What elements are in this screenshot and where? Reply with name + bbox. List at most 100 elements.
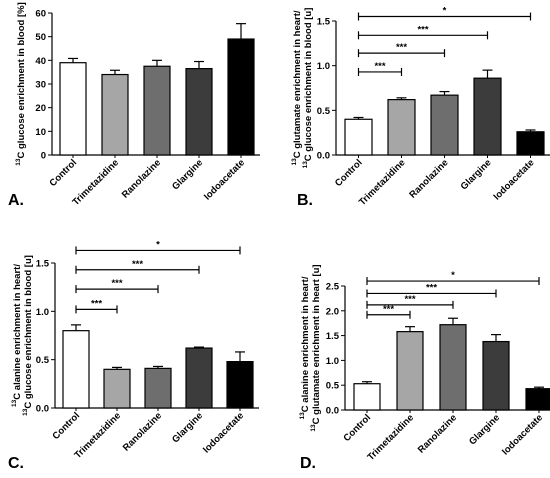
- y-axis-title-superscript: 13: [15, 158, 22, 166]
- significance-label: ***: [132, 259, 143, 270]
- y-axis-title-superscript: 13: [310, 424, 317, 432]
- y-axis-title: 13C glucose enrichment in blood [%]: [15, 2, 27, 165]
- y-tick-label: 0.0: [317, 151, 330, 162]
- y-axis-title-superscript: 13: [22, 408, 29, 416]
- panel-label: D.: [300, 455, 316, 472]
- significance-label: ***: [111, 278, 122, 289]
- y-tick-label: 0.5: [326, 381, 340, 392]
- significance-label: *: [443, 6, 447, 17]
- panel-label: B.: [297, 192, 313, 209]
- chart-panel-3: 0.00.51.01.5ControlTrimetazidineRanolazi…: [8, 239, 259, 472]
- bar-iodoacetate: [516, 131, 545, 156]
- y-tick-label: 0.0: [326, 406, 339, 417]
- y-tick-label: 30: [35, 80, 46, 91]
- bar-iodoacetate: [227, 38, 255, 156]
- bar-glargine: [473, 77, 502, 156]
- y-axis-title-text: C glucose enrichment in blood [u]: [23, 255, 34, 409]
- y-tick-label: 0.5: [36, 355, 50, 366]
- y-tick-label: 1.5: [317, 17, 331, 28]
- x-tick-label: Trimetazidine: [365, 412, 416, 463]
- chart-panel-1: 0102030405060ControlTrimetazidineRanolaz…: [8, 2, 260, 209]
- y-tick-label: 1.0: [326, 356, 339, 367]
- bar-control: [344, 118, 373, 156]
- y-axis-title-text: C glutamate enrichment in heart/: [292, 10, 303, 158]
- y-axis-title: 13C alanine enrichment in heart/: [11, 264, 23, 407]
- bar-iodoacetate: [226, 361, 254, 409]
- bar-control: [59, 62, 87, 156]
- y-tick-label: 1.5: [326, 331, 340, 342]
- bar-ranolazine: [439, 324, 467, 411]
- bar-trimetazidine: [387, 99, 416, 156]
- significance-label: ***: [417, 24, 428, 35]
- significance-label: *: [451, 270, 455, 281]
- x-tick-label: Control: [50, 410, 82, 442]
- y-tick-label: 1.0: [36, 307, 49, 318]
- x-tick-label: Ranolazine: [416, 412, 459, 455]
- x-tick-label: Iodoacetate: [492, 157, 537, 202]
- significance-label: ***: [404, 294, 415, 305]
- bar-control: [62, 330, 90, 409]
- x-tick-label: Glargine: [459, 157, 494, 192]
- significance-label: ***: [396, 42, 407, 53]
- y-axis-title-superscript: 13: [291, 158, 298, 166]
- y-axis-title-text: C alanine enrichment in heart/: [300, 276, 311, 412]
- x-tick-label: Glargine: [170, 157, 205, 192]
- x-tick-label: Trimetazidine: [357, 157, 408, 208]
- bar-ranolazine: [143, 65, 171, 156]
- x-tick-label: Iodoacetate: [500, 412, 545, 457]
- y-tick-label: 20: [35, 103, 46, 114]
- bar-control: [353, 383, 381, 411]
- y-axis-title-text: C glucose enrichment in blood [u]: [303, 8, 314, 162]
- panel-label: A.: [8, 192, 24, 209]
- y-tick-label: 2.5: [326, 282, 340, 293]
- y-tick-label: 1.0: [317, 61, 330, 72]
- y-tick-label: 2.0: [326, 306, 339, 317]
- significance-label: ***: [374, 61, 385, 72]
- bar-trimetazidine: [101, 73, 129, 156]
- panel-label: C.: [8, 455, 24, 472]
- y-tick-label: 60: [35, 9, 46, 20]
- x-tick-label: Ranolazine: [120, 157, 163, 200]
- significance-label: ***: [91, 298, 102, 309]
- y-tick-label: 0: [41, 151, 46, 162]
- significance-label: *: [156, 239, 160, 250]
- y-tick-label: 50: [35, 32, 46, 43]
- significance-label: ***: [426, 282, 437, 293]
- y-axis-title-text: C alanine enrichment in heart/: [12, 264, 23, 400]
- y-axis-title-superscript: 13: [11, 399, 18, 407]
- x-tick-label: Control: [333, 157, 365, 189]
- y-tick-label: 40: [35, 56, 46, 67]
- x-tick-label: Iodoacetate: [201, 410, 246, 455]
- bar-ranolazine: [430, 94, 459, 156]
- bar-trimetazidine: [396, 331, 424, 411]
- y-tick-label: 1.5: [36, 259, 50, 270]
- y-axis-title-text: C glucose enrichment in blood [%]: [16, 2, 27, 158]
- y-axis-title: 13C glutamate enrichment in heart/: [291, 10, 303, 165]
- bar-glargine: [185, 347, 213, 409]
- y-axis-title: 13C glucose enrichment in blood [u]: [302, 8, 314, 169]
- x-tick-label: Control: [341, 412, 373, 444]
- x-tick-label: Ranolazine: [407, 157, 450, 200]
- y-tick-label: 0.5: [317, 106, 331, 117]
- y-tick-label: 0.0: [36, 404, 49, 415]
- significance-label: ***: [383, 304, 394, 315]
- y-axis-title: 13C alanine enrichment in heart/: [299, 276, 311, 419]
- y-axis-title: 13C glucose enrichment in blood [u]: [22, 255, 34, 416]
- y-axis-title-superscript: 13: [302, 161, 309, 169]
- x-tick-label: Ranolazine: [121, 410, 164, 453]
- y-axis-title: 13C glutamate enrichment in heart [u]: [310, 264, 322, 431]
- x-tick-label: Glargine: [467, 412, 502, 447]
- x-tick-label: Iodoacetate: [202, 157, 247, 202]
- y-axis-title-superscript: 13: [299, 412, 306, 420]
- x-tick-label: Control: [47, 157, 79, 189]
- bar-glargine: [185, 68, 213, 156]
- bar-glargine: [482, 340, 510, 411]
- bar-ranolazine: [144, 367, 172, 409]
- bar-trimetazidine: [103, 368, 131, 409]
- x-tick-label: Glargine: [170, 410, 205, 445]
- bar-iodoacetate: [525, 388, 550, 411]
- y-tick-label: 10: [35, 127, 46, 138]
